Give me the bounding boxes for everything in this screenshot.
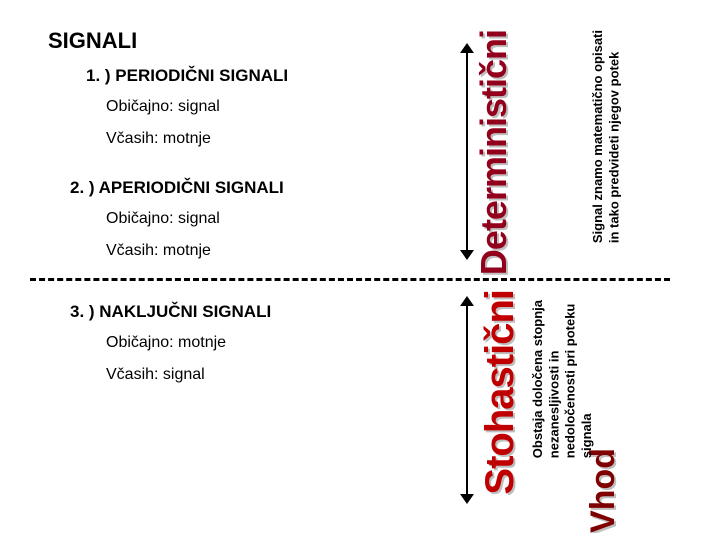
arrow-deterministic-head-up: [460, 43, 474, 53]
wordart-input: Vhod: [586, 448, 620, 533]
section-3-line-1: Običajno: motnje: [106, 334, 226, 352]
section-2-line-2: Včasih: motnje: [106, 242, 211, 260]
page-title: SIGNALI: [48, 28, 137, 54]
section-1-line-1: Običajno: signal: [106, 98, 220, 116]
section-1-heading: 1. ) PERIODIČNI SIGNALI: [86, 66, 288, 86]
vertical-note-top: Signal znamo matematično opisatiin tako …: [590, 30, 623, 243]
section-3-line-2: Včasih: signal: [106, 366, 205, 384]
section-2-heading: 2. ) APERIODIČNI SIGNALI: [70, 178, 284, 198]
arrow-stochastic-head-down: [460, 494, 474, 504]
divider-line: [30, 278, 670, 281]
wordart-stochastic: Stohastični: [480, 290, 520, 495]
arrow-deterministic-head-down: [460, 250, 474, 260]
section-2-line-1: Običajno: signal: [106, 210, 220, 228]
section-3-heading: 3. ) NAKLJUČNI SIGNALI: [70, 302, 271, 322]
wordart-deterministic: Deterministični: [476, 30, 512, 275]
arrow-stochastic-head-up: [460, 296, 474, 306]
section-1-line-2: Včasih: motnje: [106, 130, 211, 148]
arrow-deterministic-line: [466, 50, 468, 253]
arrow-stochastic-line: [466, 303, 468, 497]
vertical-note-bottom: Obstaja določena stopnjanezanesljivosti …: [530, 300, 595, 458]
